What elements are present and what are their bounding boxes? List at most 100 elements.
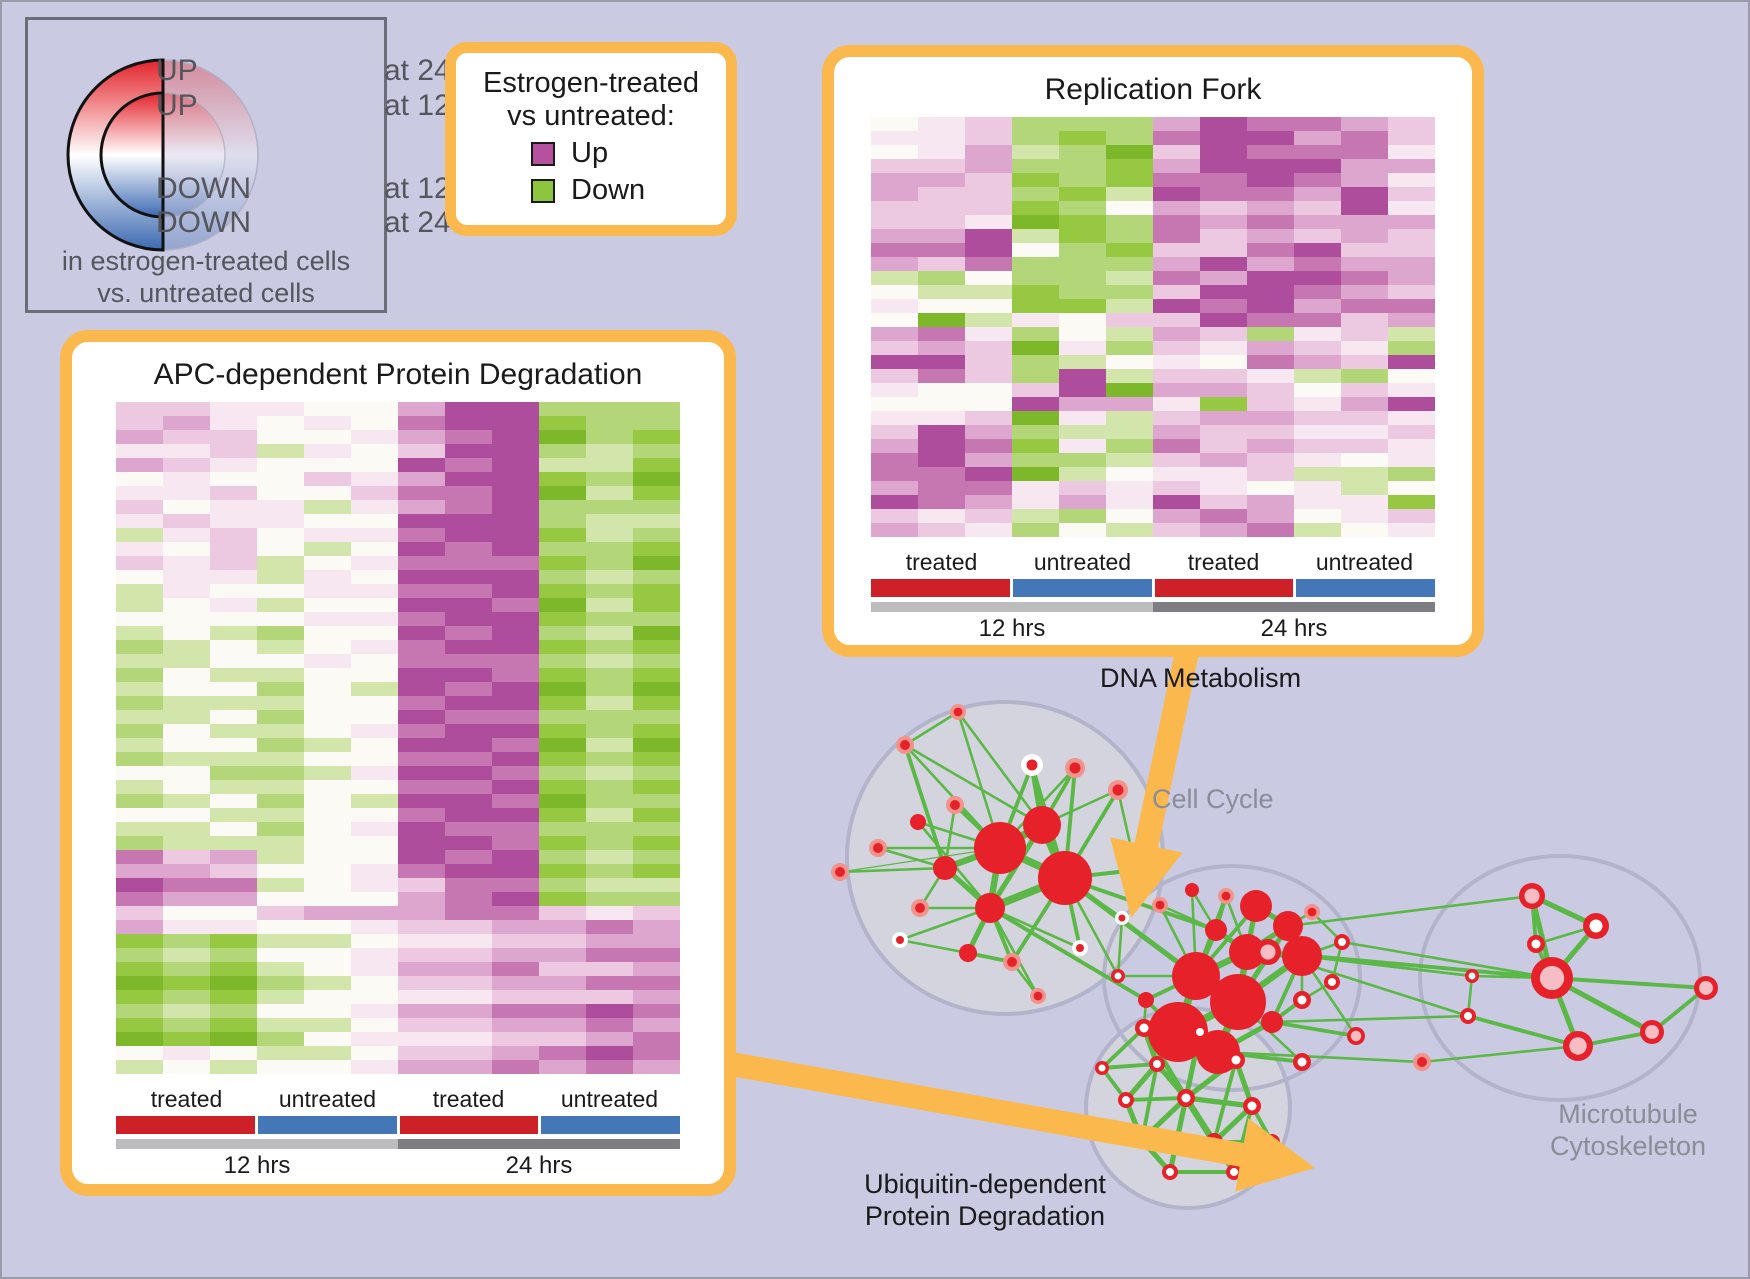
heatmap-cell <box>965 467 1012 481</box>
heatmap-cell <box>116 864 163 878</box>
heatmap-cell <box>351 976 398 990</box>
heatmap-cell <box>257 640 304 654</box>
heatmap-cell <box>871 341 918 355</box>
heatmap-cell <box>1294 285 1341 299</box>
updown-footer-line2: vs. untreated cells <box>97 278 315 308</box>
heatmap-cell <box>871 439 918 453</box>
heatmap-cell <box>1012 509 1059 523</box>
heatmap-cell <box>351 710 398 724</box>
heatmap-cell <box>398 486 445 500</box>
network-edge <box>1100 1062 1159 1070</box>
heatmap-cell <box>965 271 1012 285</box>
heatmap-cell <box>445 724 492 738</box>
heatmap-cell <box>210 1004 257 1018</box>
heatmap-cell <box>1012 187 1059 201</box>
heatmap-cell <box>871 187 918 201</box>
heatmap-cell <box>398 752 445 766</box>
heatmap-cell <box>163 738 210 752</box>
heatmap-cell <box>116 444 163 458</box>
heatmap-cell <box>304 906 351 920</box>
heatmap-cell <box>445 514 492 528</box>
heatmap-cell <box>965 159 1012 173</box>
heatmap-cell <box>918 145 965 159</box>
heatmap-cell <box>586 570 633 584</box>
heatmap-cell <box>918 425 965 439</box>
heatmap-cell <box>586 1060 633 1074</box>
heatmap-cell <box>1059 411 1106 425</box>
heatmap-cell <box>351 612 398 626</box>
heatmap-cell <box>257 416 304 430</box>
heatmap-cell <box>1059 271 1106 285</box>
heatmap-cell <box>116 836 163 850</box>
heatmap-cell <box>1294 117 1341 131</box>
gene-node-core <box>1118 914 1126 922</box>
heatmap-cell <box>304 1032 351 1046</box>
heatmap-cell <box>633 906 680 920</box>
heatmap-cell <box>304 752 351 766</box>
heatmap-cell <box>1388 173 1435 187</box>
heatmap-cell <box>304 640 351 654</box>
heatmap-cell <box>210 808 257 822</box>
heatmap-cell <box>351 738 398 752</box>
heatmap-cell <box>304 696 351 710</box>
heatmap-cell <box>965 313 1012 327</box>
heatmap-cell <box>1012 327 1059 341</box>
heatmap-cell <box>918 257 965 271</box>
heatmap-cell <box>1012 145 1059 159</box>
gene-node-core <box>1026 759 1038 771</box>
heatmap-cell <box>492 444 539 458</box>
heatmap-cell <box>210 976 257 990</box>
heatmap-cell <box>304 808 351 822</box>
heatmap-cell <box>1388 397 1435 411</box>
heatmap-cell <box>492 528 539 542</box>
heatmap-cell <box>539 990 586 1004</box>
heatmap-cell <box>918 467 965 481</box>
heatmap-cell <box>586 822 633 836</box>
heatmap-cell <box>304 1004 351 1018</box>
network-edge <box>956 710 1044 827</box>
heatmap-cell <box>633 654 680 668</box>
heatmap-cell <box>586 444 633 458</box>
heatmap-cell <box>586 836 633 850</box>
heatmap-cell <box>1200 425 1247 439</box>
heatmap-cell <box>304 542 351 556</box>
gene-node-core <box>950 800 960 810</box>
heatmap-cell <box>445 416 492 430</box>
heatmap-cell <box>1200 145 1247 159</box>
heatmap-cell <box>492 472 539 486</box>
heatmap-cell <box>210 878 257 892</box>
untreated-bar <box>1012 579 1152 597</box>
heatmap-cell <box>210 962 257 976</box>
heatmap-cell <box>304 990 351 1004</box>
heatmap-cell <box>398 668 445 682</box>
group-labels: treated untreated treated untreated <box>150 1086 659 1112</box>
heatmap-cell <box>1059 327 1106 341</box>
heatmap-cell <box>1200 187 1247 201</box>
heatmap-cell <box>116 668 163 682</box>
heatmap-cell <box>1059 523 1106 537</box>
heatmap-cell <box>1247 271 1294 285</box>
heatmap-cell <box>586 640 633 654</box>
heatmap-cell <box>1294 453 1341 467</box>
gene-node-core <box>1076 944 1084 952</box>
heatmap-cell <box>492 430 539 444</box>
heatmap-cell <box>1059 299 1106 313</box>
heatmap-cell <box>351 472 398 486</box>
gene-node-core <box>1181 1093 1191 1103</box>
heatmap-cell <box>304 556 351 570</box>
heatmap-cell <box>445 990 492 1004</box>
heatmap-cell <box>633 500 680 514</box>
gene-node-core <box>1139 1023 1149 1033</box>
heatmap-cell <box>492 402 539 416</box>
heatmap-cell <box>1388 215 1435 229</box>
heatmap-cell <box>163 948 210 962</box>
heatmap-cell <box>163 962 210 976</box>
heatmap-cell <box>1200 383 1247 397</box>
heatmap-cell <box>1388 509 1435 523</box>
heatmap-cell <box>539 402 586 416</box>
heatmap-cell <box>351 1018 398 1032</box>
heatmap-cell <box>257 990 304 1004</box>
heatmap-cell <box>1341 509 1388 523</box>
gene-node-core <box>1524 888 1540 904</box>
